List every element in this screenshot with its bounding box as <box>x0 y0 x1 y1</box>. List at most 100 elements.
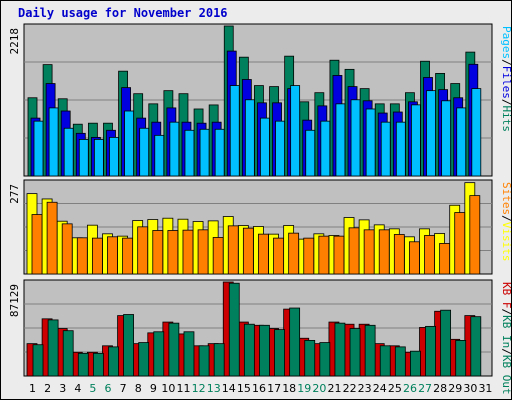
bar-pages-day-11 <box>184 129 195 177</box>
legend-entry: KB Out <box>500 355 512 395</box>
x-tick-day-6: 6 <box>105 382 112 395</box>
legend-kb-in-out: KB F/KB In/KB Out <box>500 282 512 395</box>
bar-sites-day-20 <box>318 235 330 275</box>
bar-sites-day-28 <box>439 243 451 275</box>
bar-sites-day-3 <box>61 223 73 275</box>
panel-visits-sites: 277 Sites/Visits <box>8 179 512 275</box>
x-tick-day-20: 20 <box>312 382 326 395</box>
bar-sites-day-21 <box>333 235 345 275</box>
bar-pages-day-8 <box>139 127 150 177</box>
legend-entry: KB In <box>500 315 512 348</box>
bar-pages-day-14 <box>229 85 240 177</box>
bar-sites-day-19 <box>303 237 315 275</box>
panel-hits-files-pages: 2218 Pages/Files/Hits <box>8 23 512 177</box>
bar-kb-in-day-17 <box>274 329 285 377</box>
bar-sites-day-6 <box>107 236 118 275</box>
x-tick-day-12: 12 <box>192 382 206 395</box>
bar-pages-day-24 <box>380 121 391 177</box>
x-tick-day-5: 5 <box>89 382 96 395</box>
bar-pages-day-9 <box>154 134 165 177</box>
bar-pages-day-21 <box>335 103 346 177</box>
x-tick-day-26: 26 <box>403 382 417 395</box>
bar-kb-in-day-19 <box>304 339 316 377</box>
bar-sites-day-10 <box>167 230 179 275</box>
bar-sites-day-7 <box>122 237 133 275</box>
bar-pages-day-6 <box>109 136 119 177</box>
bar-pages-day-13 <box>214 128 225 177</box>
bar-kb-in-day-30 <box>470 316 482 377</box>
bar-kb-in-day-24 <box>379 345 391 377</box>
x-tick-day-11: 11 <box>177 382 191 395</box>
chart-title: Daily usage for November 2016 <box>18 6 228 20</box>
bar-pages-day-19 <box>305 129 316 177</box>
bar-sites-day-9 <box>152 230 164 275</box>
bar-sites-day-14 <box>227 225 239 275</box>
x-tick-day-3: 3 <box>59 382 66 395</box>
legend-entry: / <box>500 348 512 355</box>
bar-kb-in-day-10 <box>168 322 180 377</box>
x-tick-day-18: 18 <box>282 382 296 395</box>
bar-kb-in-day-29 <box>455 339 467 377</box>
x-tick-day-27: 27 <box>418 382 432 395</box>
bar-pages-day-5 <box>93 139 104 177</box>
y-max-label: 277 <box>8 184 21 204</box>
bar-pages-day-30 <box>471 88 482 177</box>
legend-entry: Hits <box>500 106 512 133</box>
bar-sites-day-22 <box>348 227 360 275</box>
bar-pages-day-29 <box>456 107 467 177</box>
bar-kb-in-day-21 <box>334 322 346 377</box>
bar-kb-in-day-26 <box>410 350 421 377</box>
bar-kb-in-day-7 <box>123 314 134 377</box>
bar-sites-day-11 <box>182 229 194 275</box>
bar-kb-in-day-20 <box>319 342 331 377</box>
bar-pages-day-10 <box>169 121 180 177</box>
bar-pages-day-12 <box>199 128 210 177</box>
bar-pages-day-1 <box>33 120 44 177</box>
legend-entry: / <box>500 215 512 222</box>
bar-kb-in-day-15 <box>243 323 255 377</box>
x-tick-day-28: 28 <box>433 382 447 395</box>
x-tick-day-8: 8 <box>135 382 142 395</box>
x-tick-day-30: 30 <box>463 382 477 395</box>
x-axis: 1 2 3 4 5 6 7 8 9 10 11 12 13 14 15 16 17 18 19 20 21 22 23 24 2… <box>29 382 492 395</box>
bar-sites-day-4 <box>76 237 88 275</box>
x-tick-day-29: 29 <box>448 382 462 395</box>
bar-sites-day-8 <box>137 226 149 275</box>
bar-pages-day-17 <box>275 120 285 177</box>
bar-sites-day-26 <box>409 241 420 275</box>
legend-entry: / <box>500 59 512 66</box>
bar-kb-in-day-13 <box>213 343 225 377</box>
legend-entry: Sites <box>500 182 512 215</box>
x-tick-day-22: 22 <box>343 382 357 395</box>
bar-kb-in-day-11 <box>183 331 195 377</box>
bar-sites-day-27 <box>424 235 435 275</box>
legend-entry: KB F <box>500 282 512 309</box>
x-tick-day-23: 23 <box>358 382 372 395</box>
bar-sites-day-30 <box>469 195 481 275</box>
bar-kb-in-day-6 <box>108 346 119 377</box>
legend-hits-files-pages: Pages/Files/Hits <box>500 26 512 132</box>
x-tick-day-10: 10 <box>161 382 175 395</box>
bar-kb-in-day-18 <box>289 307 301 377</box>
y-max-label: 87129 <box>8 284 21 317</box>
legend-entry: Files <box>500 66 512 99</box>
x-tick-day-14: 14 <box>222 382 236 395</box>
bar-pages-day-23 <box>365 108 376 177</box>
bar-kb-in-day-5 <box>92 352 104 377</box>
bar-pages-day-20 <box>320 120 331 177</box>
x-tick-day-21: 21 <box>327 382 341 395</box>
bar-sites-day-23 <box>363 229 375 275</box>
bar-pages-day-26 <box>411 104 421 177</box>
x-tick-day-31: 31 <box>478 382 492 395</box>
bar-sites-day-2 <box>46 201 58 275</box>
bar-kb-in-day-14 <box>228 282 240 377</box>
bar-kb-in-day-9 <box>153 331 165 377</box>
bar-pages-day-27 <box>426 90 436 177</box>
bar-kb-in-day-16 <box>259 324 270 377</box>
bar-pages-day-15 <box>244 99 255 177</box>
bar-sites-day-15 <box>242 227 254 275</box>
bar-pages-day-28 <box>441 100 452 177</box>
bar-kb-in-day-4 <box>77 352 89 377</box>
bar-sites-day-24 <box>378 229 390 275</box>
